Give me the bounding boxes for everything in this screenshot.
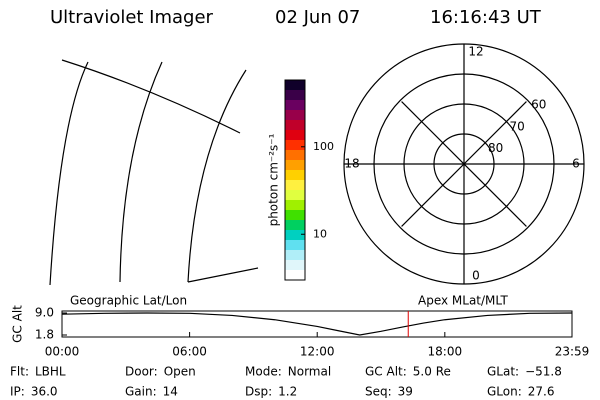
info-value: 1.2 (278, 385, 297, 399)
colorbar-cell (285, 240, 305, 251)
info-value: 14 (163, 385, 178, 399)
grid-curve (49, 61, 89, 286)
colorbar-cell (285, 270, 305, 281)
info-label: Door: (125, 365, 158, 379)
colorbar-cell (285, 110, 305, 121)
info-label: Dsp: (245, 385, 272, 399)
info-value: LBHL (35, 365, 66, 379)
info-value: 39 (398, 385, 413, 399)
info-value: 27.6 (528, 385, 555, 399)
colorbar-cell (285, 260, 305, 271)
colorbar-cell (285, 140, 305, 151)
colorbar-cell (285, 250, 305, 261)
mlt-label: 0 (472, 269, 480, 283)
alt-left-label: Geographic Lat/Lon (70, 294, 187, 308)
alt-xtick-label: 06:00 (172, 345, 207, 359)
info-value: 5.0 Re (413, 365, 451, 379)
colorbar-cell (285, 170, 305, 181)
info-label: IP: (10, 385, 25, 399)
lat-circle (373, 73, 555, 255)
grid-curve (61, 59, 241, 134)
colorbar-cell (285, 230, 305, 241)
grid-curve (119, 61, 163, 283)
info-value: Normal (288, 365, 331, 379)
lat-label: 80 (488, 141, 503, 155)
info-label: GC Alt: (365, 365, 407, 379)
diagonal (401, 101, 527, 227)
time: 16:16:43 UT (430, 7, 542, 28)
info-label: GLat: (487, 365, 519, 379)
info-value: −51.8 (525, 365, 562, 379)
info-label: Flt: (10, 365, 29, 379)
mlt-label: 18 (344, 157, 359, 171)
alt-xtick-label: 00:00 (45, 345, 80, 359)
colorbar-cell (285, 90, 305, 101)
colorbar-cell (285, 150, 305, 161)
colorbar-cell (285, 120, 305, 131)
geographic-grid (49, 59, 259, 286)
alt-ytick-label: 9.0 (35, 305, 54, 319)
info-label: Mode: (245, 365, 282, 379)
info-value: 36.0 (31, 385, 58, 399)
lat-circle (403, 103, 525, 225)
info-label: Gain: (125, 385, 157, 399)
alt-right-label: Apex MLat/MLT (418, 294, 508, 308)
colorbar-cell (285, 80, 305, 91)
info-label: GLon: (487, 385, 522, 399)
instrument: Ultraviolet Imager (50, 7, 214, 28)
alt-curve (61, 312, 573, 336)
alt-xtick-label: 18:00 (428, 345, 463, 359)
colorbar-tick-label: 100 (313, 140, 334, 153)
lat-label: 60 (531, 98, 546, 112)
info-value: Open (164, 365, 196, 379)
colorbar-cell (285, 220, 305, 231)
grid-curve (187, 267, 259, 283)
colorbar-frame (284, 79, 306, 281)
alt-xtick-label: 23:59 (555, 345, 590, 359)
colorbar-cell (285, 100, 305, 111)
alt-ytick-label: 1.8 (35, 328, 54, 342)
colorbar-cell (285, 190, 305, 201)
date: 02 Jun 07 (275, 7, 360, 28)
lat-label: 70 (510, 119, 525, 133)
grid-curve (187, 69, 247, 283)
mlt-label: 6 (572, 157, 580, 171)
colorbar-cell (285, 210, 305, 221)
lat-circle (433, 133, 495, 195)
colorbar-cell (285, 180, 305, 191)
alt-xtick-label: 12:00 (300, 345, 335, 359)
colorbar-cell (285, 200, 305, 211)
mlt-label: 12 (468, 45, 483, 59)
colorbar-cell (285, 160, 305, 171)
info-label: Seq: (365, 385, 392, 399)
colorbar-tick-label: 10 (313, 227, 327, 240)
alt-ylabel: GC Alt (11, 305, 25, 343)
colorbar-cell (285, 130, 305, 141)
colorbar-label: photon cm⁻²s⁻¹ (267, 133, 281, 226)
